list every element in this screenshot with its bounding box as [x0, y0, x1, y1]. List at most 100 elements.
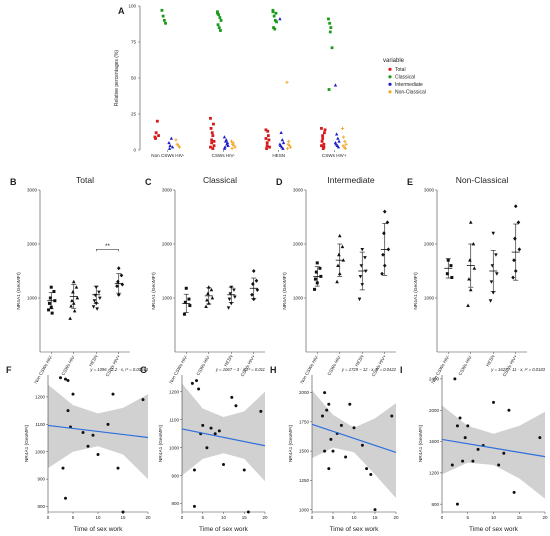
- a-point-classical: [327, 88, 331, 91]
- y-tick-label: 1600: [429, 439, 440, 444]
- a-point-classical: [271, 10, 275, 14]
- confidence-band: [312, 390, 396, 498]
- a-point-total: [264, 128, 268, 132]
- data-point: [116, 266, 121, 271]
- data-point: [449, 264, 453, 268]
- x-tick-label: 0: [181, 515, 184, 520]
- a-point-non-classical: [287, 139, 291, 143]
- data-point: [336, 263, 340, 267]
- panel-label-h: H: [270, 365, 277, 375]
- data-point: [206, 291, 210, 296]
- a-point-total: [211, 134, 215, 137]
- data-point: [48, 296, 52, 300]
- data-point: [259, 409, 263, 413]
- y-tick-label: 800: [431, 502, 439, 507]
- a-point-non-classical: [343, 139, 347, 143]
- a-point-total: [320, 144, 323, 148]
- a-point-total: [267, 138, 271, 142]
- data-point: [315, 261, 319, 265]
- data-point: [52, 290, 56, 294]
- a-point-intermediate: [333, 83, 338, 87]
- data-point: [327, 402, 331, 406]
- data-point: [337, 233, 342, 238]
- y-tick-label: 800: [171, 501, 179, 506]
- data-point: [463, 436, 467, 440]
- y-tick-label: 2000: [429, 408, 440, 413]
- data-point: [213, 432, 217, 436]
- x-tick-label: 15: [120, 515, 126, 520]
- data-point: [119, 273, 124, 278]
- data-point: [348, 402, 352, 406]
- a-point-total: [212, 139, 216, 143]
- a-point-classical: [218, 16, 222, 19]
- data-point: [86, 444, 90, 448]
- data-point: [246, 510, 250, 514]
- x-tick-label: Non CSWs HIV-: [33, 354, 54, 385]
- a-y-tick-label: 100: [128, 4, 136, 9]
- a-point-intermediate: [337, 139, 341, 143]
- data-point: [94, 302, 99, 306]
- a-point-intermediate: [280, 138, 285, 142]
- a-point-non-classical: [288, 145, 293, 149]
- y-tick-label: 3000: [162, 188, 173, 193]
- data-point: [228, 292, 233, 296]
- data-point: [66, 409, 70, 413]
- x-tick-label: 20: [393, 515, 399, 520]
- regression-line: [47, 424, 149, 439]
- data-point: [192, 468, 196, 472]
- data-point: [71, 392, 75, 396]
- data-point: [190, 381, 194, 385]
- confidence-band: [182, 383, 265, 482]
- data-point: [445, 272, 449, 276]
- y-tick-label: 3000: [293, 188, 304, 193]
- data-point: [50, 311, 54, 315]
- data-point: [502, 451, 506, 455]
- data-point: [49, 285, 53, 289]
- data-point: [222, 462, 225, 466]
- data-point: [313, 287, 317, 291]
- a-point-non-classical: [229, 139, 234, 143]
- a-point-total: [321, 137, 325, 140]
- a-point-classical: [216, 10, 219, 14]
- data-point: [313, 277, 317, 281]
- x-axis-label: Time of sex work: [74, 526, 124, 533]
- a-point-total: [210, 141, 214, 145]
- y-tick-label: 2000: [162, 242, 173, 247]
- panel-label-a: A: [118, 6, 125, 16]
- data-point: [91, 433, 95, 437]
- x-tick-label: 0: [311, 515, 314, 520]
- y-axis-label: NR4A1 (GeoMFI): [418, 424, 424, 462]
- data-point: [97, 290, 101, 295]
- a-point-intermediate: [336, 136, 340, 140]
- data-point: [382, 231, 386, 236]
- a-point-classical: [219, 19, 223, 22]
- data-point: [476, 447, 480, 451]
- a-point-total: [320, 139, 324, 143]
- y-tick-label: 2400: [429, 377, 440, 382]
- data-point: [352, 426, 356, 430]
- a-point-total: [154, 131, 158, 135]
- y-tick-label: 1750: [299, 419, 310, 424]
- data-point: [106, 422, 110, 426]
- a-point-intermediate: [170, 145, 175, 149]
- data-point: [205, 446, 209, 450]
- data-point: [234, 404, 238, 408]
- data-point: [512, 258, 516, 263]
- a-point-intermediate: [222, 146, 227, 150]
- x-tick-label: 15: [372, 515, 378, 520]
- a-point-classical: [217, 26, 221, 29]
- panel-label-e: E: [407, 177, 413, 187]
- a-point-total: [153, 135, 157, 139]
- data-point: [251, 269, 256, 273]
- data-point: [450, 275, 454, 279]
- data-point: [187, 297, 191, 301]
- y-tick-label: 2000: [299, 390, 310, 395]
- x-tick-label: CSWs HIV+: [502, 354, 519, 378]
- data-point: [233, 295, 237, 299]
- a-point-total: [322, 145, 326, 149]
- a-point-total: [212, 144, 216, 148]
- data-point: [491, 231, 496, 236]
- x-tick-label: 10: [221, 515, 227, 520]
- a-point-intermediate: [334, 132, 339, 136]
